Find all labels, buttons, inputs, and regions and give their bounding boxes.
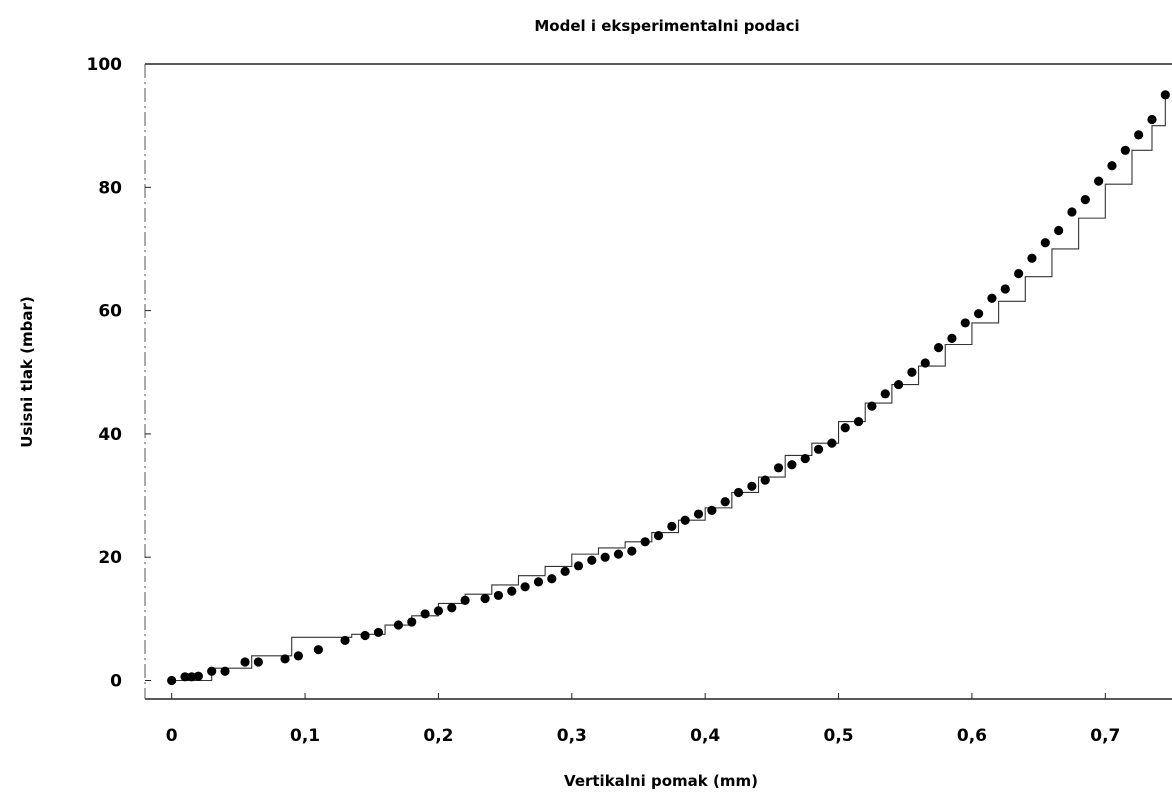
data-point bbox=[240, 657, 250, 667]
experimental-points bbox=[167, 90, 1170, 686]
data-point bbox=[600, 552, 610, 562]
data-point bbox=[447, 603, 457, 613]
data-point bbox=[193, 671, 203, 681]
data-point bbox=[960, 318, 970, 328]
data-point bbox=[293, 651, 303, 661]
data-point bbox=[947, 333, 957, 343]
data-point bbox=[560, 566, 570, 576]
data-point bbox=[974, 309, 984, 319]
data-point bbox=[1000, 284, 1010, 294]
model-step-line bbox=[171, 91, 1166, 682]
data-point bbox=[460, 595, 470, 605]
data-point bbox=[800, 453, 810, 464]
x-tick-label: 0,7 bbox=[1090, 726, 1120, 746]
data-point bbox=[760, 475, 770, 485]
data-point bbox=[1160, 90, 1170, 100]
data-point bbox=[187, 672, 197, 682]
data-point bbox=[420, 609, 430, 619]
data-point bbox=[653, 531, 664, 541]
y-tick-label: 60 bbox=[98, 302, 122, 322]
data-point bbox=[520, 582, 530, 592]
data-point bbox=[1054, 225, 1064, 236]
data-point bbox=[1027, 253, 1037, 263]
data-point bbox=[933, 342, 944, 353]
x-tick-label: 0,3 bbox=[557, 726, 587, 746]
chart-title: Model i eksperimentalni podaci bbox=[534, 17, 799, 35]
y-tick-label: 0 bbox=[110, 672, 122, 692]
data-point bbox=[507, 586, 517, 596]
data-point bbox=[733, 487, 744, 498]
data-point bbox=[747, 481, 757, 491]
data-point bbox=[1120, 145, 1130, 155]
data-point bbox=[1147, 114, 1157, 125]
data-point bbox=[627, 546, 637, 556]
data-point bbox=[180, 672, 190, 682]
data-point bbox=[867, 401, 877, 411]
data-point bbox=[1014, 269, 1024, 279]
model-step-path bbox=[171, 91, 1166, 682]
data-point bbox=[613, 549, 624, 559]
data-point bbox=[1040, 238, 1050, 248]
data-point bbox=[1067, 207, 1077, 217]
x-tick-label: 0,4 bbox=[690, 726, 720, 746]
data-point bbox=[533, 577, 544, 587]
data-point bbox=[1080, 195, 1090, 205]
data-point bbox=[827, 438, 837, 448]
data-point bbox=[893, 379, 904, 390]
data-point bbox=[360, 630, 370, 641]
data-point bbox=[340, 635, 350, 646]
data-point bbox=[280, 654, 290, 664]
data-point bbox=[773, 463, 784, 473]
data-point bbox=[920, 358, 930, 368]
data-point bbox=[587, 555, 597, 565]
y-tick-label: 40 bbox=[98, 425, 122, 445]
data-point bbox=[840, 423, 850, 433]
y-tick-label: 100 bbox=[87, 55, 123, 75]
y-axis-label: Usisni tlak (mbar) bbox=[18, 296, 36, 447]
data-point bbox=[667, 521, 677, 531]
data-point bbox=[393, 620, 404, 630]
data-point bbox=[220, 666, 230, 676]
data-point bbox=[493, 590, 504, 601]
x-tick-label: 0 bbox=[166, 726, 178, 746]
data-point bbox=[680, 515, 690, 525]
data-point bbox=[407, 617, 417, 627]
x-axis-ticks: 0 0,1 0,2 0,3 0,4 0,5 0,6 0,7 bbox=[166, 693, 1120, 746]
y-axis-ticks: 0 20 40 60 80 100 bbox=[87, 55, 151, 692]
data-point bbox=[547, 574, 557, 584]
data-point bbox=[253, 657, 263, 667]
data-point bbox=[1107, 161, 1117, 171]
x-tick-label: 0,2 bbox=[423, 726, 453, 746]
data-point bbox=[480, 593, 490, 604]
data-point bbox=[573, 561, 584, 571]
data-point bbox=[640, 537, 650, 547]
data-point bbox=[787, 460, 797, 470]
data-point bbox=[880, 389, 890, 399]
data-point bbox=[853, 416, 864, 427]
data-point bbox=[907, 367, 917, 377]
data-point bbox=[1094, 176, 1104, 186]
x-axis-label: Vertikalni pomak (mm) bbox=[564, 772, 758, 790]
data-point bbox=[987, 293, 997, 303]
y-tick-label: 20 bbox=[98, 548, 122, 568]
plot-frame bbox=[144, 63, 1172, 700]
data-point bbox=[720, 497, 730, 507]
x-tick-label: 0,1 bbox=[290, 726, 320, 746]
data-point bbox=[373, 627, 384, 638]
y-tick-label: 80 bbox=[98, 178, 122, 198]
data-point bbox=[433, 606, 444, 616]
data-point bbox=[1134, 130, 1144, 140]
x-tick-label: 0,6 bbox=[957, 726, 987, 746]
data-point bbox=[167, 675, 177, 686]
data-point bbox=[313, 645, 323, 655]
data-point bbox=[207, 666, 217, 676]
data-point bbox=[707, 505, 717, 515]
data-point bbox=[693, 509, 704, 519]
x-tick-label: 0,5 bbox=[823, 726, 853, 746]
data-point bbox=[813, 444, 824, 454]
